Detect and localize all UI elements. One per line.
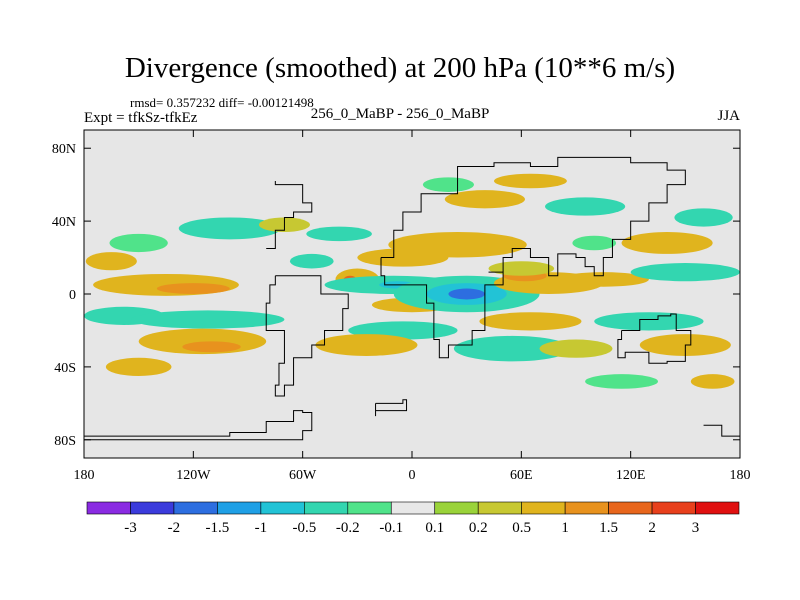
colorbar-swatch: [217, 501, 262, 515]
colorbar-swatch: [173, 501, 218, 515]
coastline-africa-europe-asia: [380, 156, 686, 359]
colorbar-swatch: [521, 501, 566, 515]
colorbar-swatch: [477, 501, 522, 515]
colorbar-label: 0.1: [425, 520, 444, 536]
colorbar-label: 1: [561, 520, 569, 536]
field-feature: [315, 334, 418, 356]
field-feature: [545, 197, 626, 216]
field-feature: [156, 283, 230, 294]
field-feature: [306, 226, 372, 242]
runs-label: 256_0_MaBP - 256_0_MaBP: [310, 106, 490, 122]
y-tick-label: 0: [69, 288, 76, 303]
colorbar-swatch: [564, 501, 609, 515]
colorbar-label: 0.2: [469, 520, 488, 536]
field-feature: [621, 232, 713, 254]
coastline-south-america: [265, 275, 349, 397]
colorbar-label: -2: [168, 520, 181, 536]
colorbar-swatch: [434, 501, 479, 515]
colorbar-swatch: [347, 501, 392, 515]
x-tick-label: 0: [409, 468, 416, 483]
x-tick-label: 120W: [176, 468, 211, 483]
x-tick-label: 120E: [616, 468, 646, 483]
coastlines: [84, 156, 740, 441]
field-feature: [674, 208, 733, 227]
chart-title: Divergence (smoothed) at 200 hPa (10**6 …: [124, 52, 676, 84]
field-feature: [690, 374, 735, 389]
colorbar-label: -3: [124, 520, 137, 536]
colorbar-label: -0.2: [336, 520, 360, 536]
field-feature: [539, 339, 613, 358]
colorbar-label: -0.5: [292, 520, 316, 536]
field-feature: [85, 252, 137, 271]
field-feature: [422, 177, 474, 192]
field-feature: [494, 173, 567, 189]
field-feature: [105, 357, 172, 376]
colorbar-label: 3: [692, 520, 700, 536]
colorbar: -3 -2 -1.5 -1 -0.5 -0.2 -0.1 0.1 0.2 0.5 1 1.5 2 3: [86, 501, 740, 536]
coastline-antarctica: [84, 410, 313, 441]
field-feature: [488, 261, 555, 276]
colorbar-swatch: [390, 501, 436, 515]
colorbar-swatch: [651, 501, 696, 515]
field-feature: [594, 312, 704, 331]
colorbar-label: -1: [255, 520, 268, 536]
rmsd-stats: rmsd= 0.357232 diff= -0.00121498: [130, 95, 314, 110]
field-feature: [453, 335, 571, 362]
experiment-label: Expt = tfkSz-tfkEz: [84, 110, 198, 126]
colorbar-label: -1.5: [206, 520, 230, 536]
field-feature: [479, 312, 582, 331]
field-feature: [585, 374, 658, 389]
coastline-antarctica-east: [703, 424, 740, 440]
field-feature: [182, 341, 241, 353]
field-feature: [178, 217, 281, 240]
field-feature: [109, 233, 168, 253]
colorbar-swatch: [304, 501, 349, 515]
field-feature: [388, 232, 527, 258]
x-tick-label: 180: [74, 468, 95, 483]
coastline-australia: [617, 313, 692, 364]
field-feature: [444, 190, 525, 209]
field-feature: [630, 263, 740, 282]
colorbar-label: 2: [648, 520, 656, 536]
colorbar-swatch: [695, 501, 740, 515]
field-feature: [131, 310, 285, 329]
x-tick-label: 180: [730, 468, 751, 483]
field-feature: [448, 288, 485, 300]
coastline-north-america-east: [266, 181, 313, 249]
x-tick-label: 60E: [510, 468, 533, 483]
field-feature: [572, 235, 617, 251]
season-label: JJA: [717, 108, 740, 124]
colorbar-label: 1.5: [599, 520, 618, 536]
y-tick-label: 40S: [54, 361, 76, 376]
x-tick-label: 60W: [289, 468, 317, 483]
colorbar-label: 0.5: [512, 520, 531, 536]
y-tick-label: 40N: [52, 215, 76, 230]
colorbar-swatch: [260, 501, 305, 515]
axes: 180 120W 60W 0 60E 120E 180 80N 40N 0 40S 80S: [52, 130, 751, 483]
colorbar-swatch: [86, 501, 131, 515]
y-tick-label: 80S: [54, 434, 76, 449]
y-tick-label: 80N: [52, 142, 76, 157]
colorbar-swatch: [130, 501, 175, 515]
colorbar-label: -0.1: [379, 520, 403, 536]
field-feature: [557, 272, 649, 287]
field-feature: [289, 253, 334, 269]
colorbar-swatch: [608, 501, 653, 515]
coastline-weddell-island: [375, 399, 408, 417]
